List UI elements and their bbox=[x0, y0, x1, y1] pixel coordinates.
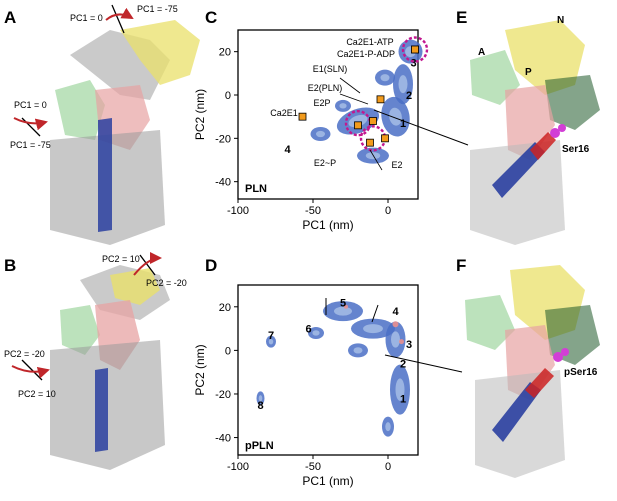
y-tick-label: -40 bbox=[215, 433, 231, 445]
structure-markers-c: Ca2E1-ATP Ca2E1-P-ADP E1(SLN) E2(PLN) E2P Ca2… bbox=[270, 36, 429, 171]
structure-annotation: E2(PLN) bbox=[308, 83, 343, 93]
y-tick-label: 0 bbox=[225, 90, 231, 102]
structure-marker bbox=[369, 117, 377, 125]
x-tick-label: -100 bbox=[227, 205, 249, 217]
protein-structure-e bbox=[470, 20, 600, 245]
axes-c: -100 -50 0 20 0 -20 -40 PC1 (nm) PC2 (nm) bbox=[193, 47, 391, 232]
state-label: 5 bbox=[340, 297, 346, 309]
protein-structure-b bbox=[50, 265, 170, 470]
structure-marker bbox=[366, 138, 374, 147]
structure-marker bbox=[376, 95, 385, 104]
svg-text:PC2 = 10: PC2 = 10 bbox=[102, 254, 140, 264]
structure-annotation: E1(SLN) bbox=[313, 64, 348, 74]
axes-d: -100 -50 0 20 0 -20 -40 PC1 (nm) PC2 (nm) bbox=[193, 302, 391, 488]
pc2-rotation-top: PC2 = 10 PC2 = -20 bbox=[102, 252, 187, 288]
pser16-label: pSer16 bbox=[564, 367, 598, 378]
panel-d: D -100 -50 0 20 0 -20 -40 PC1 (nm) PC2 (nm) 1 23 4… bbox=[193, 256, 419, 488]
state-label: 2 bbox=[406, 90, 412, 102]
panel-b-label: B bbox=[4, 256, 16, 275]
structure-marker bbox=[411, 45, 419, 54]
pc1-rotation-top: PC1 = 0 PC1 = -75 bbox=[70, 4, 178, 34]
plot-frame-d bbox=[237, 284, 419, 456]
structure-marker bbox=[354, 121, 362, 130]
svg-text:PC1 = -75: PC1 = -75 bbox=[10, 140, 51, 150]
structure-marker bbox=[381, 134, 389, 143]
svg-text:PC1 = -75: PC1 = -75 bbox=[137, 4, 178, 14]
state-label: 2 bbox=[400, 358, 406, 370]
panel-d-label: D bbox=[205, 256, 217, 275]
connector-c-e bbox=[373, 109, 469, 146]
structure-annotation: E2 bbox=[391, 160, 402, 170]
panel-c: C -100 -50 0 20 0 -20 -40 PC1 (nm) PC2 (nm) 1 2 3 4… bbox=[193, 8, 429, 232]
region-labels-c: 1 2 3 4 bbox=[284, 58, 416, 157]
panel-a: A PC1 = 0 PC1 = -75 PC1 = 0 PC1 = -75 bbox=[4, 4, 200, 245]
panel-e-label: E bbox=[456, 8, 467, 27]
corner-label-d: pPLN bbox=[245, 440, 274, 452]
x-tick-label: -100 bbox=[227, 461, 249, 473]
protein-structure-a bbox=[50, 20, 200, 245]
svg-text:A: A bbox=[478, 47, 485, 58]
panel-a-label: A bbox=[4, 8, 16, 27]
plot-frame-c bbox=[237, 29, 419, 200]
structure-annotation: Ca2E1-P-ADP bbox=[337, 49, 395, 59]
svg-text:P: P bbox=[525, 67, 532, 78]
y-tick-label: -20 bbox=[215, 133, 231, 145]
structure-annotation: Ca2E1-ATP bbox=[346, 37, 393, 47]
y-tick-label: 20 bbox=[219, 302, 231, 314]
state-label: 3 bbox=[410, 58, 416, 70]
panel-f: F pSer16 bbox=[456, 256, 600, 478]
state-label: 1 bbox=[400, 118, 406, 130]
x-tick-label: 0 bbox=[385, 205, 391, 217]
svg-text:PC2 = -20: PC2 = -20 bbox=[4, 349, 45, 359]
structure-annotation: Ca2E1 bbox=[270, 108, 298, 118]
structure-annotation: E2P bbox=[313, 98, 330, 108]
pc1-rotation-left: PC1 = 0 PC1 = -75 bbox=[10, 100, 51, 150]
x-tick-label: 0 bbox=[385, 461, 391, 473]
y-tick-label: 20 bbox=[219, 47, 231, 59]
panel-e: E A N P Ser16 bbox=[456, 8, 600, 245]
pc2-rotation-left: PC2 = -20 PC2 = 10 bbox=[4, 349, 56, 399]
panel-b: B PC2 = 10 PC2 = -20 PC2 = -20 PC2 = 10 bbox=[4, 252, 187, 470]
y-tick-label: 0 bbox=[225, 345, 231, 357]
x-axis-label: PC1 (nm) bbox=[302, 474, 353, 488]
svg-text:PC2 = 10: PC2 = 10 bbox=[18, 389, 56, 399]
ser16-label: Ser16 bbox=[562, 144, 590, 155]
structure-annotation: E2~P bbox=[314, 158, 336, 168]
structure-marker bbox=[298, 112, 307, 121]
x-axis-label: PC1 (nm) bbox=[302, 218, 353, 232]
state-label: 4 bbox=[284, 144, 291, 156]
density-map-d bbox=[256, 301, 410, 437]
y-axis-label: PC2 (nm) bbox=[193, 344, 207, 395]
y-tick-label: -40 bbox=[215, 177, 231, 189]
panel-f-label: F bbox=[456, 256, 466, 275]
y-tick-label: -20 bbox=[215, 389, 231, 401]
svg-text:PC1 = 0: PC1 = 0 bbox=[70, 13, 103, 23]
basin-ring bbox=[401, 36, 429, 63]
y-axis-label: PC2 (nm) bbox=[193, 89, 207, 140]
protein-structure-f bbox=[465, 265, 600, 478]
state-label: 3 bbox=[406, 339, 412, 351]
corner-label-c: PLN bbox=[245, 183, 267, 195]
state-label: 6 bbox=[305, 324, 311, 336]
svg-text:PC2 = -20: PC2 = -20 bbox=[146, 278, 187, 288]
state-label: 8 bbox=[257, 400, 263, 412]
svg-text:PC1 = 0: PC1 = 0 bbox=[14, 100, 47, 110]
svg-text:N: N bbox=[557, 15, 564, 26]
state-label: 1 bbox=[400, 393, 406, 405]
state-label: 7 bbox=[268, 330, 274, 342]
panel-c-label: C bbox=[205, 8, 217, 27]
x-tick-label: -50 bbox=[305, 205, 321, 217]
x-tick-label: -50 bbox=[305, 461, 321, 473]
connector-d-f bbox=[384, 354, 463, 373]
state-label: 4 bbox=[392, 306, 399, 318]
